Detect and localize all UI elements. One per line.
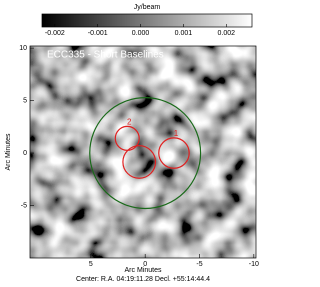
y-tick-label: 0: [23, 150, 27, 157]
colorbar: [41, 13, 253, 28]
region-circle: [122, 145, 157, 179]
overlay: 21: [89, 97, 202, 210]
y-tick-label: 5: [23, 97, 27, 104]
footer: Center: R.A. 04:19:11.28 Decl. +55:14:44…: [76, 276, 210, 283]
colorbar-tick-label: -0.002: [45, 30, 65, 37]
x-tick-label: 5: [89, 261, 93, 268]
region-label: 1: [174, 129, 179, 138]
image: [30, 46, 256, 258]
x-axis-label: Arc Minutes: [125, 267, 162, 274]
colorbar-tick-label: 0.000: [132, 30, 150, 37]
x-tick-label: 0: [143, 261, 147, 268]
plot-frame: [29, 45, 257, 259]
y-tick-label: -5: [21, 202, 27, 209]
colorbar-tick-label: -0.001: [88, 30, 108, 37]
region-circle: [89, 97, 202, 210]
chart-title: ECC335 - Short Baselines: [47, 50, 164, 61]
chart: Jy/beam ECC335 - Short Baselines Arc Min…: [5, 4, 259, 283]
region-circle: [158, 137, 190, 169]
colorbar-tick-label: 0.001: [175, 30, 193, 37]
colorbar-tick-label: 0.002: [218, 30, 236, 37]
y-axis-label: Arc Minutes: [5, 133, 12, 170]
colorbar-label: Jy/beam: [134, 4, 161, 11]
x-tick-label: -5: [196, 261, 202, 268]
y-tick-label: 10: [19, 45, 27, 52]
x-tick-label: -10: [249, 261, 259, 268]
region-label: 2: [127, 118, 132, 127]
